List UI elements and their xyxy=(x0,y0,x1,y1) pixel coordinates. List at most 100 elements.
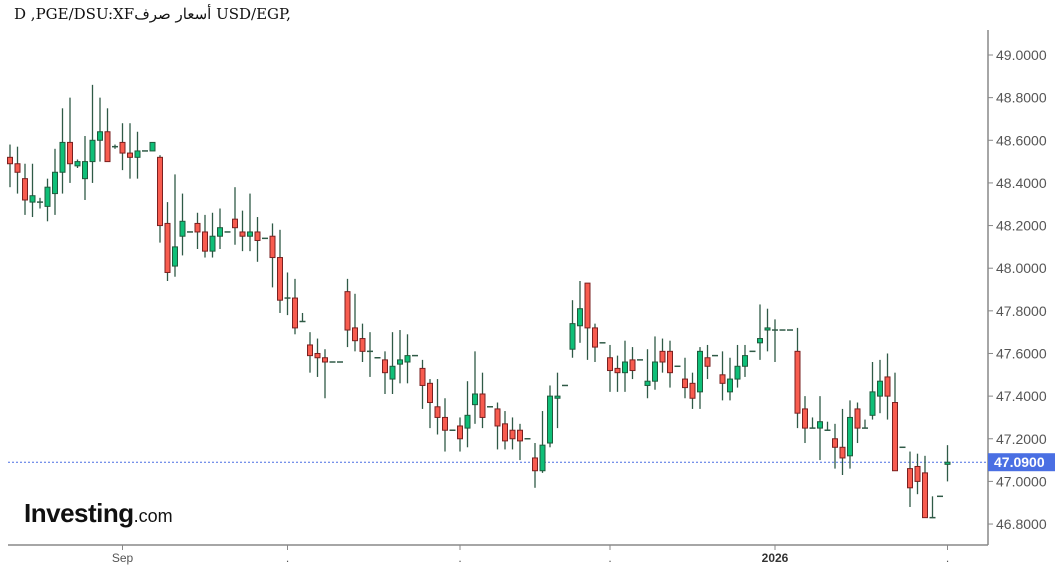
y-tick-label: 48.0000 xyxy=(996,260,1047,276)
candle-body-down xyxy=(419,367,426,386)
candle-body-up xyxy=(547,395,553,444)
candle xyxy=(97,97,103,162)
candle xyxy=(149,141,156,152)
last-price-badge xyxy=(988,453,1055,472)
candle xyxy=(239,210,246,252)
x-axis: Sep... 2026. xyxy=(112,545,949,565)
candle xyxy=(944,445,951,482)
candle-body-down xyxy=(104,131,111,163)
candle xyxy=(442,398,448,452)
candle xyxy=(104,108,111,163)
candle-body-down xyxy=(277,257,283,301)
y-axis: 46.8000 47.0000 47.2000 47.4000 47.6000 47.80… xyxy=(988,47,1047,532)
candle xyxy=(532,443,538,488)
candle-body-down xyxy=(659,350,666,363)
candle xyxy=(202,214,208,258)
candle-body-up xyxy=(742,355,748,367)
candle xyxy=(157,155,163,243)
candle-body-down xyxy=(629,359,636,372)
y-tick-label: 49.0000 xyxy=(996,47,1047,63)
candle xyxy=(757,304,763,360)
candle xyxy=(472,351,478,424)
y-tick-label: 47.2000 xyxy=(996,431,1047,447)
candle-body-down xyxy=(202,231,208,252)
candle xyxy=(727,357,733,401)
candle-body-down xyxy=(292,297,298,329)
candle xyxy=(577,280,583,343)
candle xyxy=(704,344,711,380)
candle-body-up xyxy=(209,235,216,252)
candle-body-up xyxy=(179,220,186,237)
candle xyxy=(517,423,523,461)
candle xyxy=(292,278,298,335)
candle xyxy=(119,123,126,171)
candle-body-up xyxy=(404,355,411,363)
candle xyxy=(217,208,223,250)
candle-body-up xyxy=(944,461,951,465)
x-tick-label: . xyxy=(946,551,949,565)
candle xyxy=(419,359,426,409)
candle xyxy=(907,451,913,507)
candle xyxy=(847,400,853,469)
candle xyxy=(359,323,366,363)
candle-body-down xyxy=(269,235,276,259)
y-tick-label: 47.8000 xyxy=(996,303,1047,319)
candle xyxy=(382,351,388,394)
candle-body-down xyxy=(344,291,351,331)
logo-brand: Investing xyxy=(24,498,134,528)
candle xyxy=(832,423,838,469)
candle-body-up xyxy=(877,380,883,397)
candle xyxy=(824,421,831,431)
candle xyxy=(719,351,726,401)
candle-body-down xyxy=(382,359,388,374)
candle-body-down xyxy=(494,408,501,427)
candle-body-up xyxy=(44,186,51,207)
candle-body-down xyxy=(682,378,688,389)
candle xyxy=(914,453,921,495)
candle xyxy=(802,396,808,444)
candle-body-up xyxy=(817,421,823,429)
candle xyxy=(764,308,771,352)
candle xyxy=(194,212,201,250)
candle xyxy=(869,362,876,420)
y-tick-label: 47.6000 xyxy=(996,345,1047,361)
candle-body-down xyxy=(457,425,463,440)
candle-body-down xyxy=(119,141,126,154)
candle xyxy=(89,84,96,183)
candle xyxy=(82,136,88,200)
candle-body-down xyxy=(922,472,928,519)
candle xyxy=(59,108,66,194)
y-tick-label: 48.8000 xyxy=(996,90,1047,106)
candle xyxy=(254,217,261,262)
candle xyxy=(427,379,433,429)
candle xyxy=(344,278,351,348)
candle xyxy=(127,123,133,179)
candle xyxy=(772,319,778,363)
candle xyxy=(277,229,283,313)
candle-body-down xyxy=(127,152,133,158)
candle xyxy=(284,272,291,316)
candle xyxy=(607,344,613,392)
candle xyxy=(37,197,43,209)
candle-body-up xyxy=(52,171,58,195)
candle-body-down xyxy=(314,352,321,359)
candle xyxy=(367,332,373,377)
last-price-marker: 47.0900 xyxy=(988,453,1055,472)
candle xyxy=(569,300,576,358)
x-tick-label: 2026 xyxy=(762,551,789,565)
candle xyxy=(397,330,403,384)
candle-body-down xyxy=(434,406,441,418)
candle-body-up xyxy=(764,327,771,331)
candle-body-down xyxy=(532,457,538,472)
candle-body-down xyxy=(794,350,801,414)
candle-body-down xyxy=(614,367,621,374)
candle xyxy=(734,344,741,388)
candle xyxy=(817,396,823,461)
candle-body-up xyxy=(464,414,471,429)
candle-body-up xyxy=(149,141,156,152)
candle-body-up xyxy=(247,231,253,237)
candle-body-up xyxy=(29,195,36,203)
y-tick-label: 47.4000 xyxy=(996,388,1047,404)
candle-body-up xyxy=(59,141,66,173)
